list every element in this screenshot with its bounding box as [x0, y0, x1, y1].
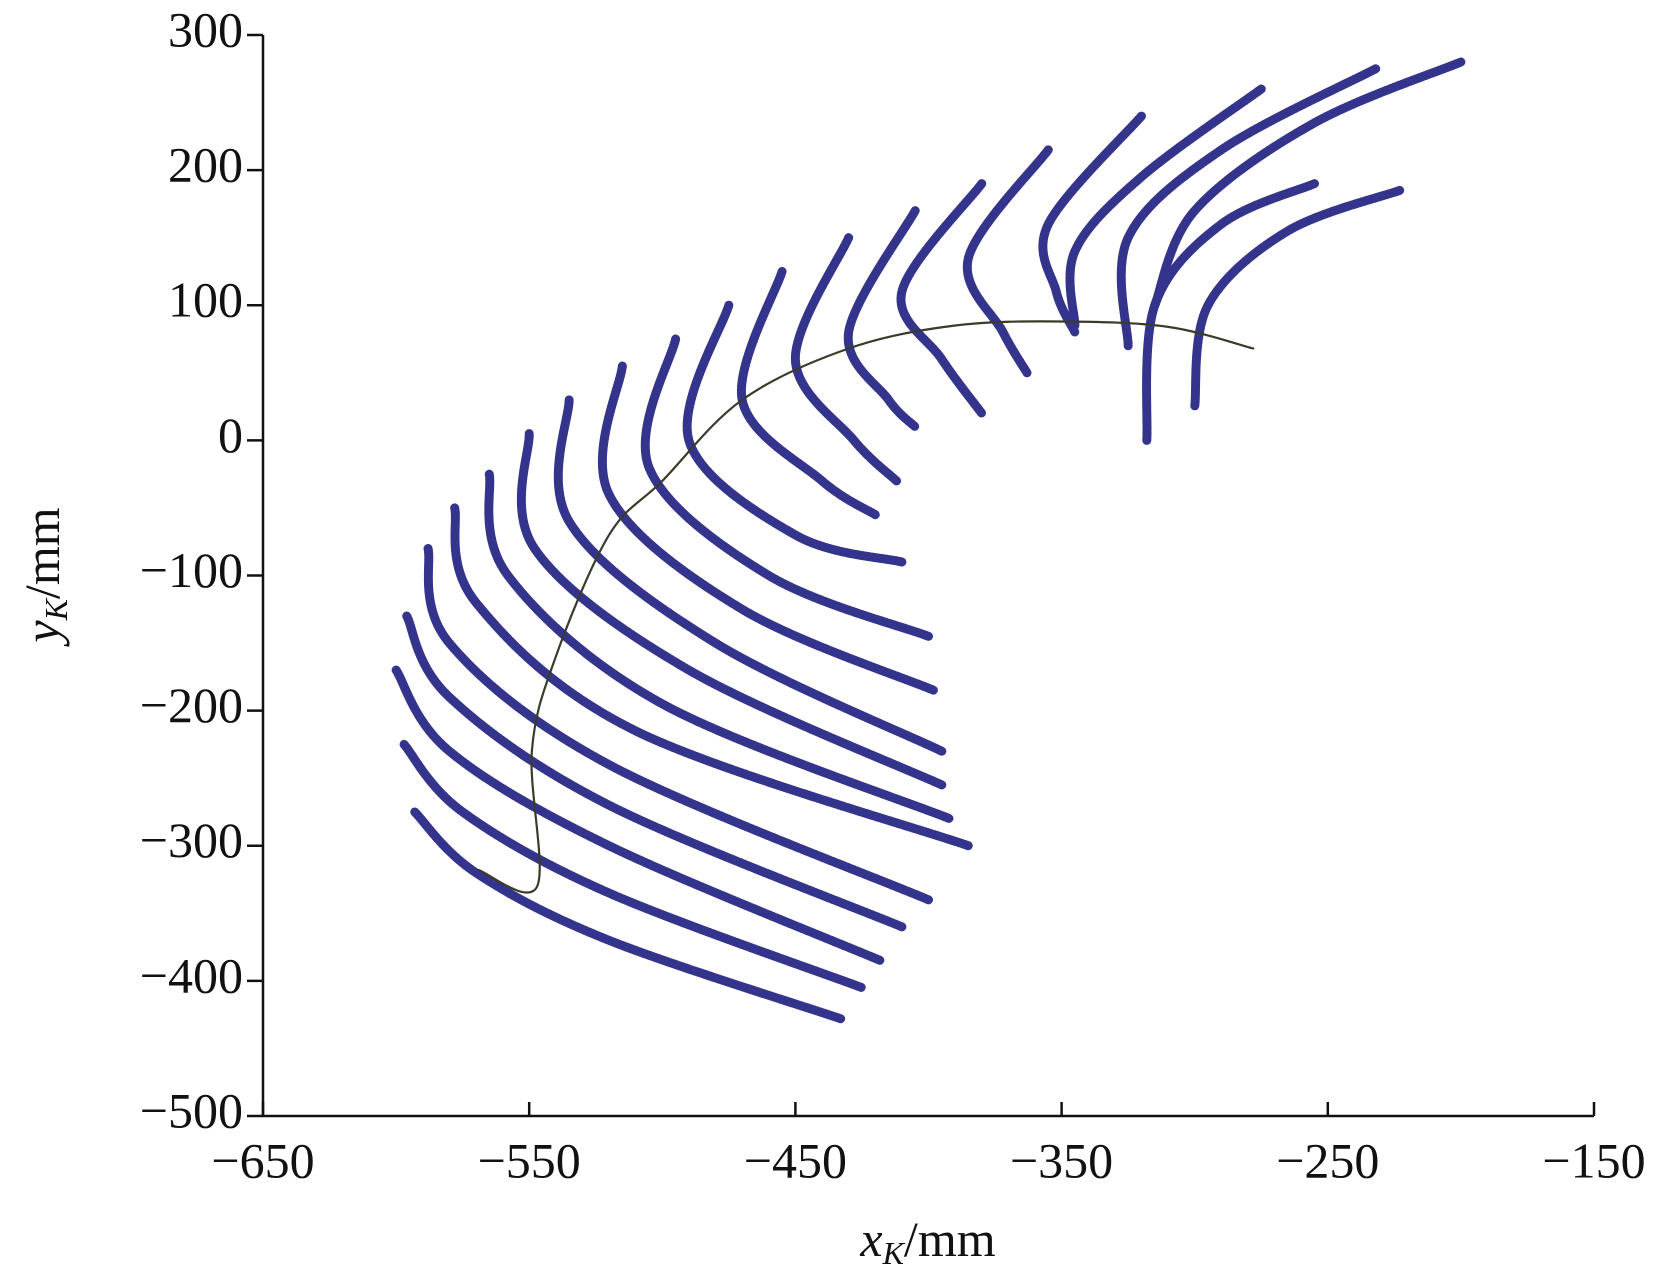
- arc-band: [1150, 57, 1466, 310]
- y-tick-label: −500: [140, 1082, 243, 1138]
- x-axis-label: xK/mm: [859, 1211, 995, 1271]
- x-label-var: x: [859, 1211, 882, 1267]
- y-tick-label: 100: [168, 272, 243, 328]
- y-tick-label: 0: [218, 407, 243, 463]
- arc-band: [962, 145, 1053, 378]
- arc-band: [1116, 64, 1381, 351]
- arc-band: [399, 739, 867, 993]
- x-tick-label: −350: [1010, 1132, 1113, 1188]
- x-tick-label: −250: [1276, 1132, 1379, 1188]
- x-tick-label: −450: [744, 1132, 847, 1188]
- arc-band: [553, 395, 947, 756]
- arc-band: [896, 179, 987, 418]
- y-tick-label: 300: [168, 1, 243, 57]
- plot-area: [391, 57, 1466, 1024]
- y-tick-label: −100: [140, 542, 243, 598]
- arc-band: [843, 206, 920, 432]
- arc-band: [736, 266, 880, 520]
- y-tick-label: −300: [140, 812, 243, 868]
- arc-band: [1065, 84, 1266, 331]
- arc-band: [1142, 179, 1319, 445]
- y-label-sub: K: [38, 597, 74, 621]
- x-tick-label: −650: [211, 1132, 314, 1188]
- arc-band: [410, 807, 846, 1024]
- arc-band: [1190, 185, 1405, 412]
- arc-band: [484, 469, 955, 824]
- x-tick-label: −150: [1542, 1132, 1645, 1188]
- x-label-unit: /mm: [904, 1211, 996, 1267]
- trajectory-line: [477, 320, 1255, 894]
- y-tick-label: −200: [140, 677, 243, 733]
- arc-band: [640, 334, 933, 641]
- arc-band: [391, 665, 886, 966]
- x-label-sub: K: [882, 1235, 906, 1271]
- arc-band: [1038, 111, 1146, 337]
- y-tick-label: 200: [168, 137, 243, 193]
- arc-band: [423, 543, 933, 905]
- arc-band: [790, 233, 902, 486]
- arc-band: [597, 361, 939, 695]
- arc-band: [450, 503, 973, 851]
- y-label-var: y: [14, 620, 70, 648]
- arc-band: [402, 611, 907, 932]
- y-tick-label: −400: [140, 947, 243, 1003]
- arc-band: [516, 429, 947, 790]
- x-tick-label: −550: [478, 1132, 581, 1188]
- arc-band: [682, 300, 907, 567]
- y-label-unit: /mm: [14, 507, 70, 599]
- y-axis-label: yK/mm: [14, 507, 74, 647]
